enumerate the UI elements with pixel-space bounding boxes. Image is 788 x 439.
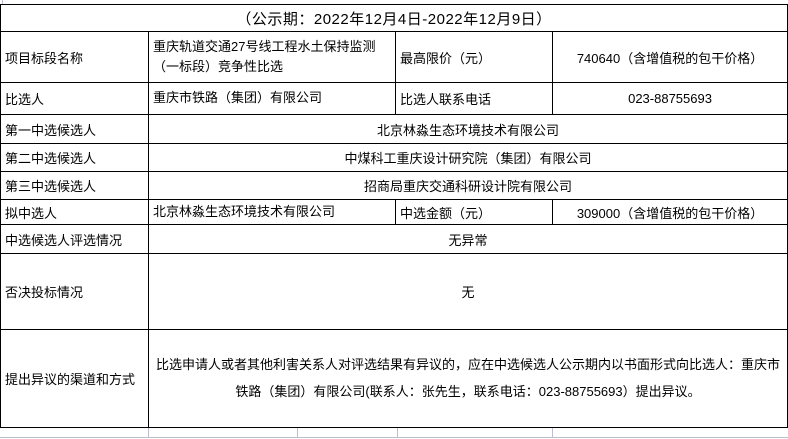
candidate3-value: 招商局重庆交通科研设计院有限公司 (147, 171, 788, 200)
gridline-vertical (297, 428, 298, 437)
winner-amount-value: 309000（含增值税的包干价格） (551, 199, 788, 225)
objection-value: 比选申请人或者其他利害关系人对评选结果有异议的，应在中选候选人公示期内以书面形式… (147, 329, 788, 428)
gridline-top-stub (2, 0, 3, 4)
rejection-label: 否决投标情况 (0, 253, 149, 330)
project-row: 项目标段名称 重庆轨道交通27号线工程水土保持监测 （一标段）竞争性比选 最高限… (0, 31, 788, 83)
bidder-phone-label: 比选人联系电话 (395, 82, 553, 115)
candidate3-row: 第三中选候选人 招商局重庆交通科研设计院有限公司 (0, 171, 788, 200)
candidate1-row: 第一中选候选人 北京林淼生态环境技术有限公司 (0, 114, 788, 144)
gridline-horizontal (0, 437, 788, 438)
candidate2-label: 第二中选候选人 (0, 143, 149, 172)
candidate3-label: 第三中选候选人 (0, 171, 149, 200)
winner-amount-label: 中选金额（元） (395, 199, 553, 225)
rejection-value: 无 (147, 253, 788, 330)
evaluation-row: 中选候选人评选情况 无异常 (0, 224, 788, 254)
bidder-row: 比选人 重庆市铁路（集团）有限公司 比选人联系电话 023-88755693 (0, 82, 788, 115)
evaluation-value: 无异常 (147, 224, 788, 254)
evaluation-label: 中选候选人评选情况 (0, 224, 149, 254)
bidder-value: 重庆市铁路（集团）有限公司 (148, 82, 396, 115)
objection-label: 提出异议的渠道和方式 (0, 329, 149, 428)
winner-row: 拟中选人 北京林淼生态环境技术有限公司 中选金额（元） 309000（含增值税的… (0, 199, 788, 225)
notice-period: （公示期：2022年12月4日-2022年12月9日） (0, 4, 788, 32)
candidate2-row: 第二中选候选人 中煤科工重庆设计研究院（集团）有限公司 (0, 143, 788, 172)
max-price-value: 740640（含增值税的包干价格） (551, 31, 788, 83)
period-row: （公示期：2022年12月4日-2022年12月9日） (0, 4, 788, 32)
gridline-vertical (148, 428, 149, 437)
candidate1-label: 第一中选候选人 (0, 114, 149, 144)
winner-label: 拟中选人 (0, 199, 149, 225)
candidate1-value: 北京林淼生态环境技术有限公司 (147, 114, 788, 144)
rejection-row: 否决投标情况 无 (0, 253, 788, 330)
project-name-value: 重庆轨道交通27号线工程水土保持监测 （一标段）竞争性比选 (148, 31, 396, 83)
winner-value: 北京林淼生态环境技术有限公司 (148, 199, 396, 225)
bidder-label: 比选人 (0, 82, 149, 115)
candidate2-value: 中煤科工重庆设计研究院（集团）有限公司 (147, 143, 788, 172)
gridline-vertical (552, 428, 553, 437)
notice-table: （公示期：2022年12月4日-2022年12月9日） 项目标段名称 重庆轨道交… (0, 4, 788, 428)
bidder-phone-value: 023-88755693 (551, 82, 788, 115)
max-price-label: 最高限价（元） (395, 31, 553, 83)
gridline-vertical (397, 428, 398, 437)
project-name-label: 项目标段名称 (0, 31, 149, 83)
objection-row: 提出异议的渠道和方式 比选申请人或者其他利害关系人对评选结果有异议的，应在中选候… (0, 329, 788, 428)
